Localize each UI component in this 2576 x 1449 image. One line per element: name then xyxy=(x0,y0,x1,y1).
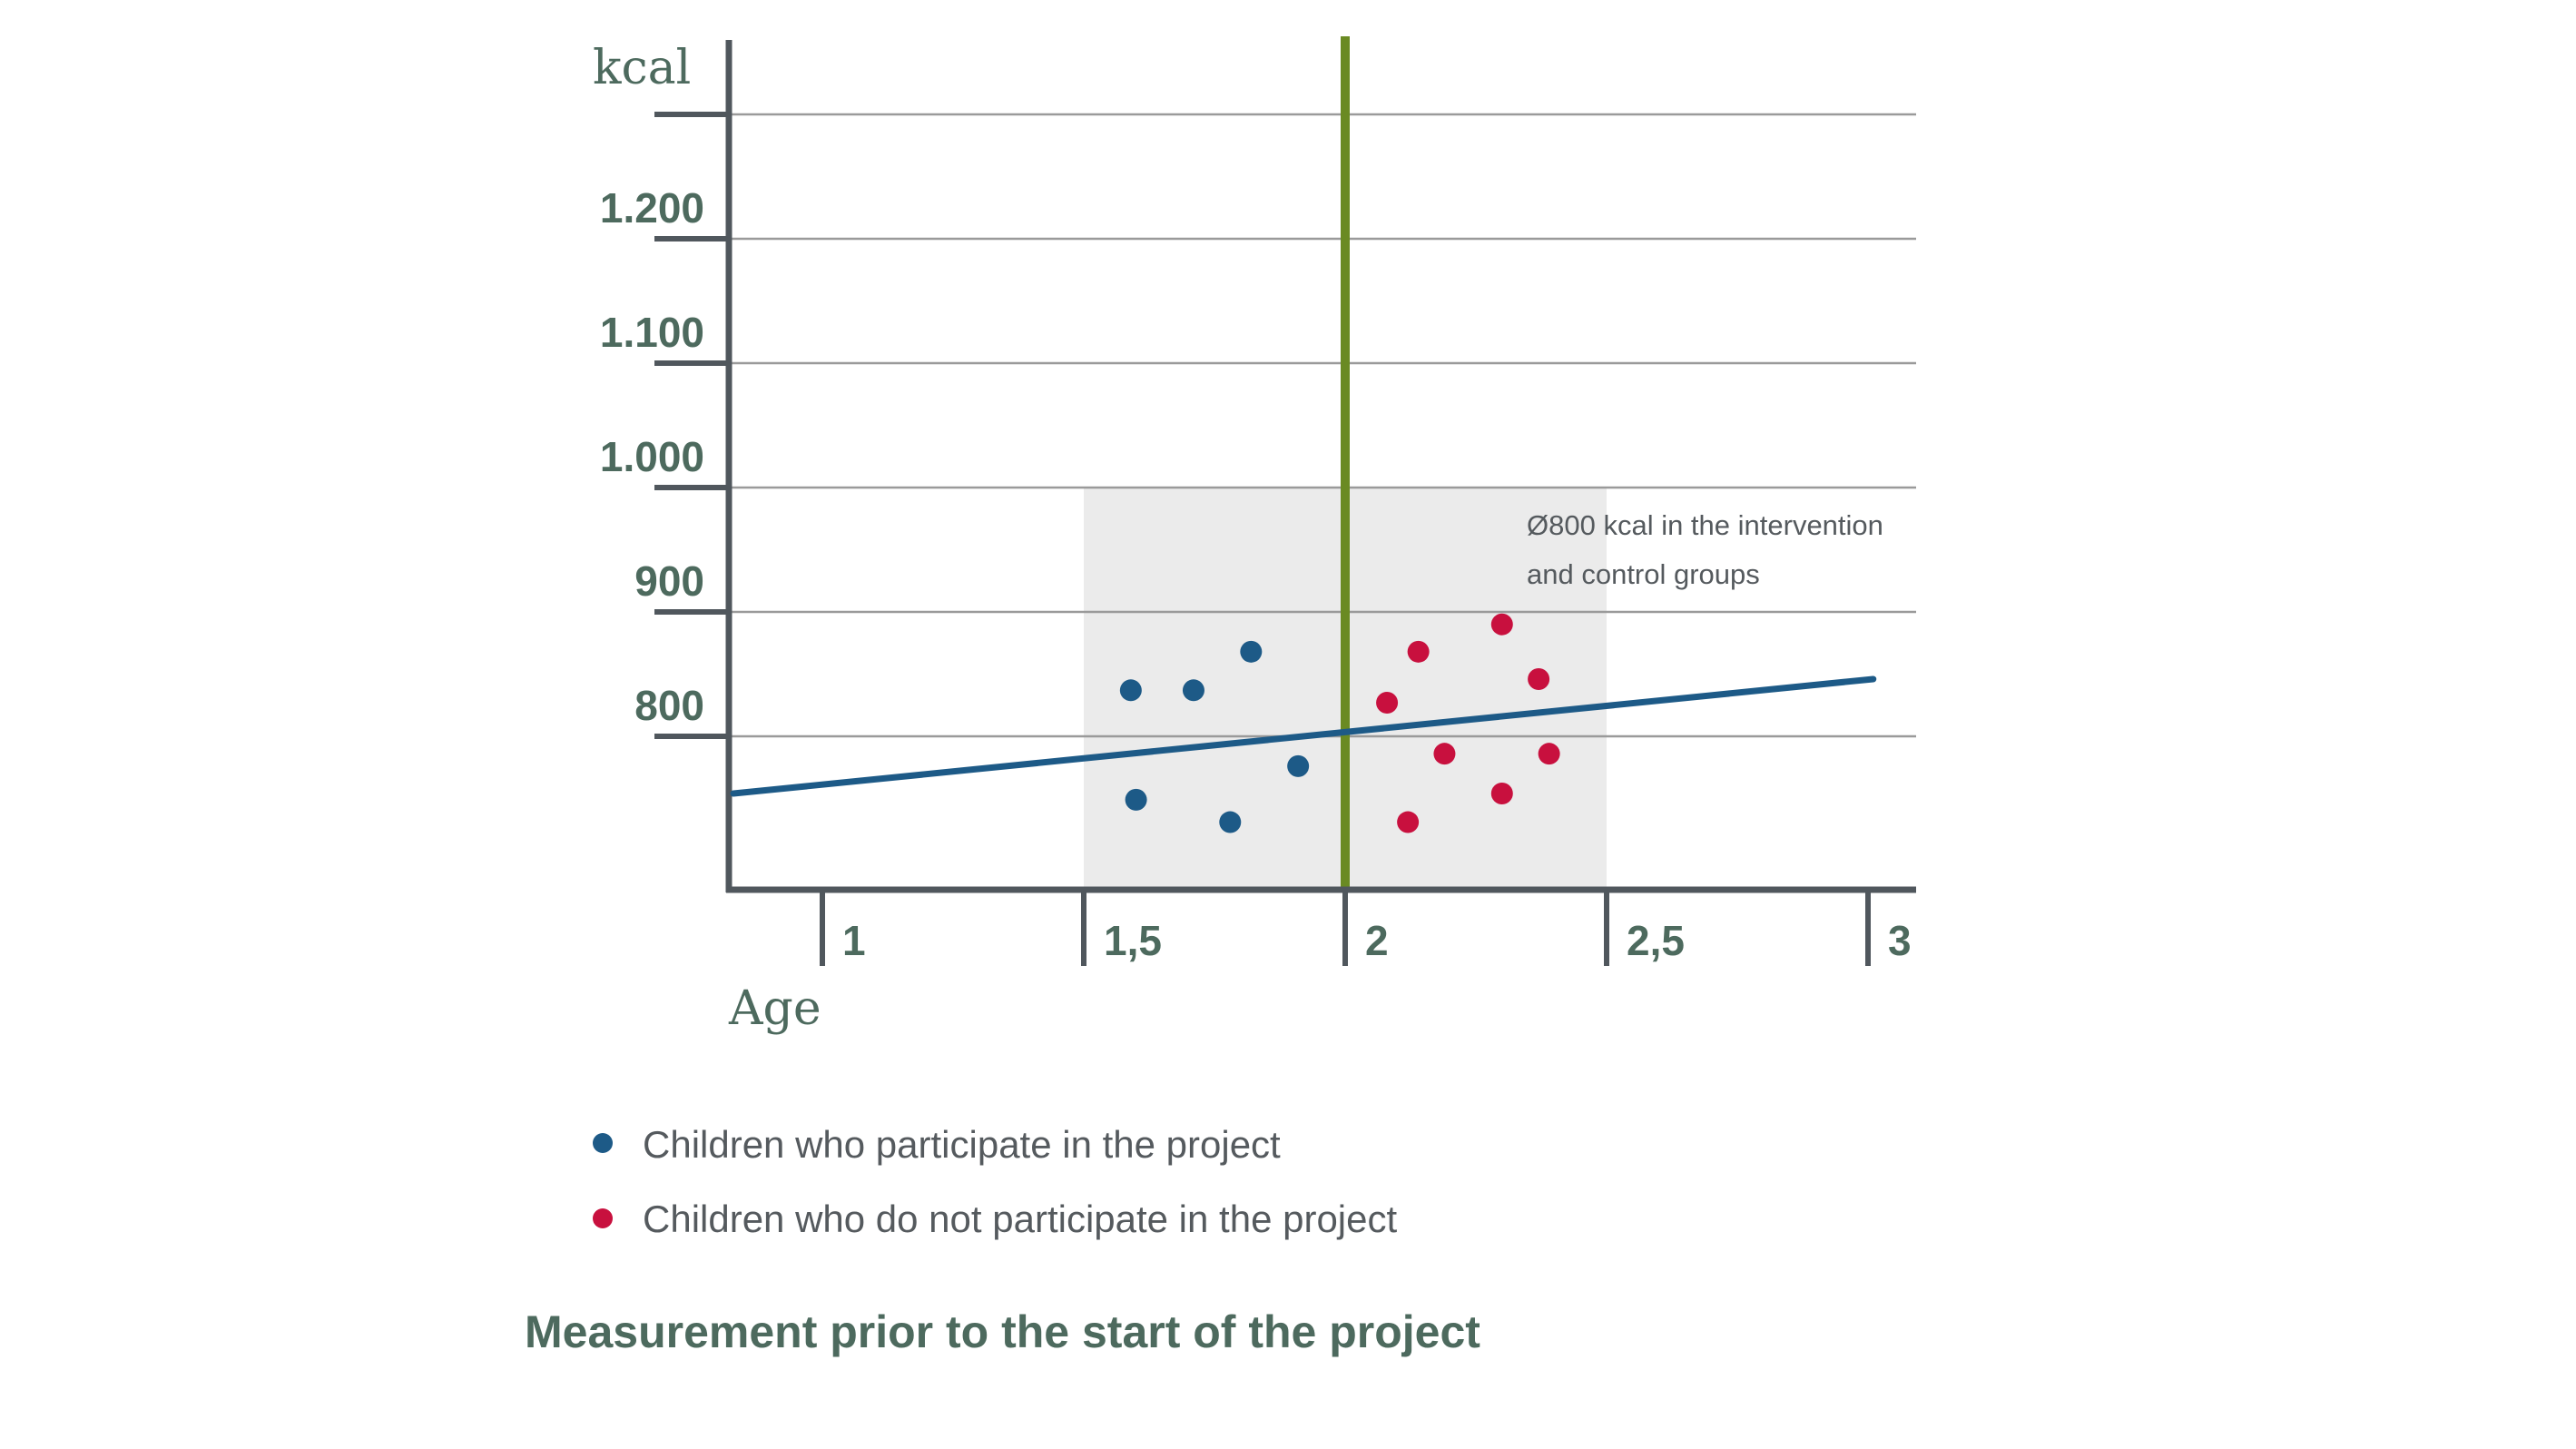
x-tick-label: 2,5 xyxy=(1627,917,1685,964)
data-point-not-participate xyxy=(1490,613,1513,636)
data-point-not-participate xyxy=(1407,640,1430,663)
y-axis-title: kcal xyxy=(593,41,691,95)
legend-marker-not-participate xyxy=(593,1208,613,1228)
y-tick-label: 1.000 xyxy=(600,433,704,480)
data-point-not-participate xyxy=(1538,743,1560,765)
y-tick-label: 1.200 xyxy=(600,184,704,232)
x-tick-label: 1 xyxy=(842,917,866,964)
chart-title: Measurement prior to the start of the pr… xyxy=(525,1306,1480,1357)
data-points xyxy=(1119,613,1560,833)
data-point-not-participate xyxy=(1397,811,1420,833)
annotation-line-1: Ø800 kcal in the intervention xyxy=(1527,509,1883,541)
x-tick-label: 3 xyxy=(1888,917,1912,964)
data-point-participate xyxy=(1240,640,1263,663)
legend: Children who participate in the project … xyxy=(593,1123,1397,1240)
data-point-participate xyxy=(1125,788,1147,811)
x-ticks: 1 1,5 2 2,5 3 xyxy=(820,890,1912,966)
y-tick-label: 900 xyxy=(634,557,704,605)
data-point-not-participate xyxy=(1490,783,1513,805)
gridlines xyxy=(729,113,1916,738)
data-point-not-participate xyxy=(1376,692,1399,715)
y-tick-label: 800 xyxy=(634,682,704,729)
legend-label-participate: Children who participate in the project xyxy=(643,1123,1281,1166)
y-ticks: 800 900 1.000 1.100 1.200 xyxy=(600,112,729,739)
x-tick-label: 1,5 xyxy=(1104,917,1162,964)
data-point-participate xyxy=(1287,754,1310,777)
legend-marker-participate xyxy=(593,1133,613,1153)
x-tick-label: 2 xyxy=(1365,917,1389,964)
x-axis-title: Age xyxy=(728,981,821,1036)
legend-label-not-participate: Children who do not participate in the p… xyxy=(643,1198,1397,1240)
data-point-participate xyxy=(1119,679,1142,702)
data-point-participate xyxy=(1219,811,1242,833)
annotation: Ø800 kcal in the intervention and contro… xyxy=(1527,509,1883,590)
trend-line xyxy=(730,675,1877,797)
y-tick-label: 1.100 xyxy=(600,309,704,356)
axes xyxy=(725,40,1916,893)
annotation-line-2: and control groups xyxy=(1527,558,1760,590)
data-point-participate xyxy=(1182,679,1204,702)
data-point-not-participate xyxy=(1433,743,1456,765)
data-point-not-participate xyxy=(1528,667,1550,690)
